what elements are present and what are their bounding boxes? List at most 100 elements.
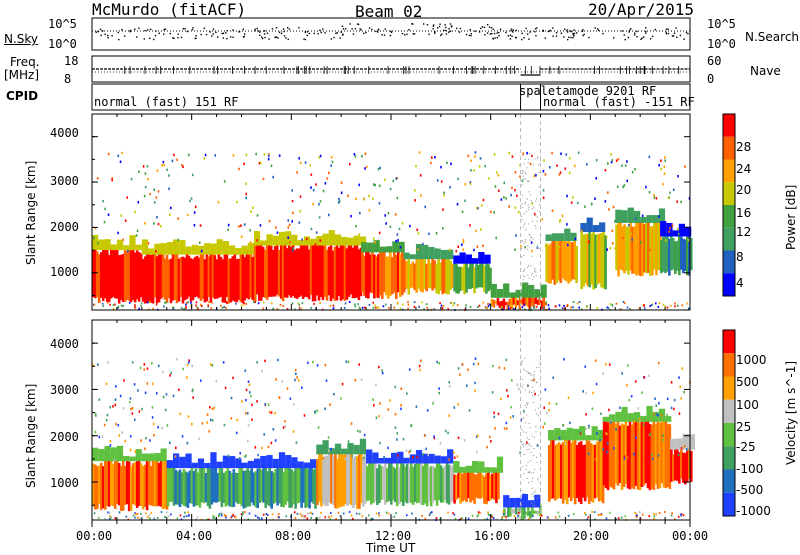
power-scatter [245,153,248,157]
power-cell [339,245,343,301]
velocity-cell [145,460,149,511]
power-cell [492,299,496,308]
power-cell [365,248,368,298]
velocity-cell [278,467,281,504]
noise-point [486,32,489,34]
velocity-scatter [638,417,641,421]
power-cell [657,220,660,270]
velocity-clutter [139,517,141,520]
velocity-edge-cell [528,500,535,508]
noise-point [283,35,286,37]
power-cell [536,299,540,305]
power-scatter [449,185,451,189]
velocity-ytick-4000: 4000 [50,337,79,351]
power-mode-dot [538,297,540,299]
noise-point [535,34,537,37]
power-scatter [396,196,399,200]
power-scatter [413,189,416,192]
power-edge-cell [540,284,547,298]
velocity-cell [212,463,216,503]
velocity-scatter [613,446,615,450]
noise-point [319,29,321,32]
velocity-scatter [533,378,535,381]
noise-point [445,33,448,35]
velocity-cell [250,466,254,503]
velocity-edge-cell [447,449,454,464]
velocity-clutter [385,511,388,514]
velocity-clutter [156,516,159,519]
power-mode-dot [524,276,526,278]
power-clutter [298,306,301,309]
noise-point [320,31,322,34]
velocity-cell [216,472,220,502]
velocity-scatter [606,442,609,445]
power-clutter [368,303,371,306]
power-clutter [185,301,188,304]
velocity-clutter [641,513,644,516]
power-scatter [621,164,623,167]
velocity-cell [487,471,490,502]
velocity-cell [511,508,514,514]
velocity-scatter [626,456,629,459]
power-clutter [547,304,550,307]
velocity-scatter [206,421,209,424]
velocity-mode-dot [528,444,530,446]
noise-point [211,35,213,37]
power-cell [381,252,384,299]
power-mode-dot [523,163,525,165]
power-cell [489,267,492,290]
velocity-scatter [239,451,242,455]
noise-point [568,36,570,38]
power-scatter [262,177,265,181]
velocity-cell [443,465,447,500]
velocity-mode-dot [532,495,534,497]
power-scatter [268,154,270,158]
power-clutter [93,303,96,306]
power-edge-cell [253,231,261,246]
power-cell [279,242,283,299]
velocity-mode-dot [536,444,538,446]
velocity-mode-dot [526,370,528,372]
noise-point [384,28,386,30]
velocity-mode-dot [523,473,525,475]
noise-point [164,28,167,30]
power-cell [239,251,243,302]
power-cell [309,245,313,295]
power-cell [299,245,303,296]
power-clutter [452,304,455,307]
velocity-scatter [296,376,298,379]
velocity-cell [690,450,693,482]
power-scatter [384,214,387,217]
velocity-scatter [145,436,147,440]
velocity-mode-dot [528,391,530,393]
noise-point [544,37,547,39]
velocity-clutter [528,515,531,518]
power-scatter [189,199,191,203]
velocity-cell [559,444,563,499]
velocity-scatter [224,386,227,390]
velocity-scatter [341,382,344,386]
power-scatter [543,159,545,162]
power-mode-dot [537,157,539,159]
power-cbar-tick-16: 16 [736,206,752,220]
noise-point [575,32,578,34]
noise-point [573,32,576,35]
noise-point [136,36,138,38]
velocity-edge-cell [216,461,223,469]
velocity-cell [264,467,268,509]
power-clutter [450,301,453,304]
power-cell [532,298,536,307]
noise-point [264,36,266,39]
velocity-clutter [546,516,549,519]
velocity-scatter [208,430,211,433]
power-clutter [257,302,260,305]
power-scatter [422,242,424,246]
velocity-scatter [140,439,142,442]
velocity-cell [602,417,606,486]
power-edge-cell [557,233,565,242]
power-scatter [238,167,240,171]
power-scatter [517,210,520,214]
power-clutter [611,303,614,306]
power-cell [439,262,442,291]
velocity-scatter [648,374,650,378]
